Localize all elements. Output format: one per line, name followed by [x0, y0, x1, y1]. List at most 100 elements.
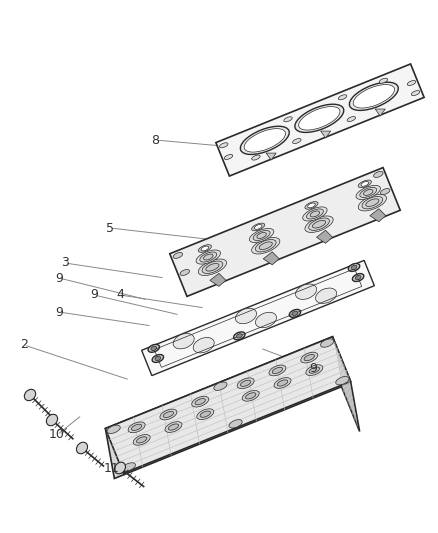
- Ellipse shape: [255, 239, 276, 252]
- Ellipse shape: [407, 80, 416, 85]
- Ellipse shape: [284, 117, 292, 122]
- Ellipse shape: [224, 155, 233, 159]
- Ellipse shape: [163, 411, 173, 417]
- Ellipse shape: [358, 195, 386, 211]
- Polygon shape: [370, 209, 386, 222]
- Ellipse shape: [249, 229, 274, 243]
- Ellipse shape: [353, 273, 364, 281]
- Ellipse shape: [269, 365, 286, 376]
- Polygon shape: [106, 337, 351, 473]
- Text: 9: 9: [55, 271, 63, 285]
- Text: 9: 9: [309, 361, 317, 375]
- Text: 9: 9: [90, 288, 98, 302]
- Text: 2: 2: [20, 338, 28, 351]
- Ellipse shape: [148, 344, 159, 352]
- Ellipse shape: [251, 223, 265, 231]
- Ellipse shape: [364, 189, 373, 196]
- Ellipse shape: [155, 356, 161, 361]
- Polygon shape: [170, 167, 400, 296]
- Polygon shape: [141, 261, 374, 376]
- Ellipse shape: [307, 203, 315, 208]
- Text: 11: 11: [104, 462, 120, 474]
- Ellipse shape: [198, 245, 212, 252]
- Ellipse shape: [152, 354, 163, 362]
- Ellipse shape: [253, 230, 270, 240]
- Ellipse shape: [257, 232, 266, 238]
- Ellipse shape: [137, 437, 147, 443]
- Ellipse shape: [296, 284, 317, 300]
- Ellipse shape: [309, 367, 319, 373]
- Ellipse shape: [240, 126, 289, 155]
- Text: 3: 3: [61, 256, 69, 270]
- Ellipse shape: [315, 288, 337, 303]
- Ellipse shape: [204, 254, 213, 260]
- Ellipse shape: [214, 382, 227, 390]
- Text: 9: 9: [55, 305, 63, 319]
- Ellipse shape: [293, 139, 301, 143]
- Ellipse shape: [201, 246, 208, 251]
- Ellipse shape: [336, 376, 349, 385]
- Ellipse shape: [309, 218, 329, 230]
- Ellipse shape: [366, 199, 379, 206]
- Text: 10: 10: [49, 429, 65, 441]
- Ellipse shape: [197, 409, 214, 419]
- Ellipse shape: [77, 442, 88, 454]
- Ellipse shape: [192, 396, 209, 407]
- Ellipse shape: [237, 334, 242, 338]
- Ellipse shape: [131, 424, 142, 431]
- Ellipse shape: [128, 422, 145, 433]
- Ellipse shape: [347, 117, 356, 122]
- Ellipse shape: [259, 242, 272, 249]
- Ellipse shape: [348, 263, 360, 271]
- Ellipse shape: [195, 399, 205, 405]
- Ellipse shape: [200, 411, 211, 417]
- Ellipse shape: [193, 337, 214, 353]
- Ellipse shape: [360, 188, 377, 197]
- Ellipse shape: [246, 393, 256, 399]
- Ellipse shape: [196, 250, 220, 264]
- Ellipse shape: [361, 182, 368, 186]
- Ellipse shape: [46, 414, 57, 426]
- Ellipse shape: [168, 424, 179, 430]
- Ellipse shape: [292, 311, 298, 316]
- Ellipse shape: [301, 352, 318, 363]
- Text: 8: 8: [151, 133, 159, 147]
- Ellipse shape: [236, 308, 257, 324]
- Ellipse shape: [198, 259, 226, 276]
- Ellipse shape: [303, 207, 327, 221]
- Text: 5: 5: [106, 222, 114, 235]
- Ellipse shape: [107, 425, 120, 433]
- Ellipse shape: [374, 172, 383, 177]
- Ellipse shape: [240, 380, 251, 386]
- Polygon shape: [375, 109, 385, 116]
- Ellipse shape: [200, 252, 217, 262]
- Ellipse shape: [289, 310, 300, 317]
- Polygon shape: [216, 64, 424, 176]
- Ellipse shape: [202, 261, 223, 273]
- Polygon shape: [106, 337, 342, 479]
- Ellipse shape: [305, 201, 318, 209]
- Ellipse shape: [362, 197, 383, 209]
- Ellipse shape: [114, 462, 126, 474]
- Ellipse shape: [173, 334, 194, 349]
- Ellipse shape: [233, 332, 245, 340]
- Ellipse shape: [151, 346, 157, 351]
- Ellipse shape: [206, 263, 219, 271]
- Ellipse shape: [353, 85, 395, 108]
- Ellipse shape: [351, 265, 357, 270]
- Ellipse shape: [304, 354, 314, 361]
- Ellipse shape: [379, 78, 388, 83]
- Ellipse shape: [310, 211, 320, 217]
- Polygon shape: [317, 230, 332, 243]
- Polygon shape: [321, 131, 331, 138]
- Ellipse shape: [180, 270, 190, 276]
- Ellipse shape: [411, 91, 420, 95]
- Ellipse shape: [160, 409, 177, 420]
- Ellipse shape: [219, 143, 228, 148]
- Ellipse shape: [251, 238, 280, 254]
- Ellipse shape: [295, 104, 344, 132]
- Ellipse shape: [356, 185, 381, 199]
- Polygon shape: [210, 273, 226, 286]
- Ellipse shape: [299, 107, 340, 130]
- Ellipse shape: [306, 365, 323, 375]
